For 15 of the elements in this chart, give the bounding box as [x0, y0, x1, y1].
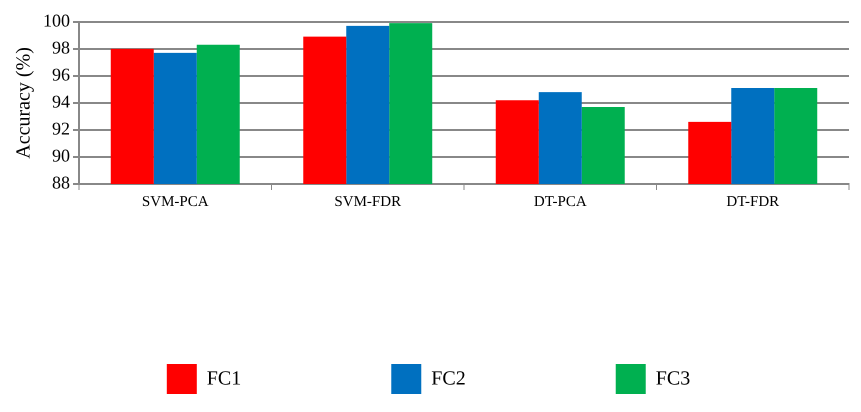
y-tick-label: 100 — [43, 10, 70, 31]
y-tick-label: 88 — [52, 172, 70, 193]
legend-label: FC3 — [656, 367, 690, 390]
legend-label: FC1 — [206, 367, 242, 390]
y-tick-label: 94 — [52, 92, 70, 112]
y-tick-label: 92 — [52, 118, 70, 139]
legend-label: FC2 — [431, 367, 466, 390]
y-tick-label: 98 — [52, 38, 70, 58]
x-tick-label: DT-PCA — [534, 194, 587, 210]
x-tick-label: SVM-PCA — [142, 194, 209, 210]
y-tick-label: 96 — [52, 64, 70, 85]
x-tick-label: DT-FDR — [726, 194, 780, 210]
y-tick-label: 90 — [52, 146, 70, 166]
x-tick-label: SVM-FDR — [334, 194, 402, 210]
y-axis-title: Accuracy (%) — [12, 47, 34, 159]
